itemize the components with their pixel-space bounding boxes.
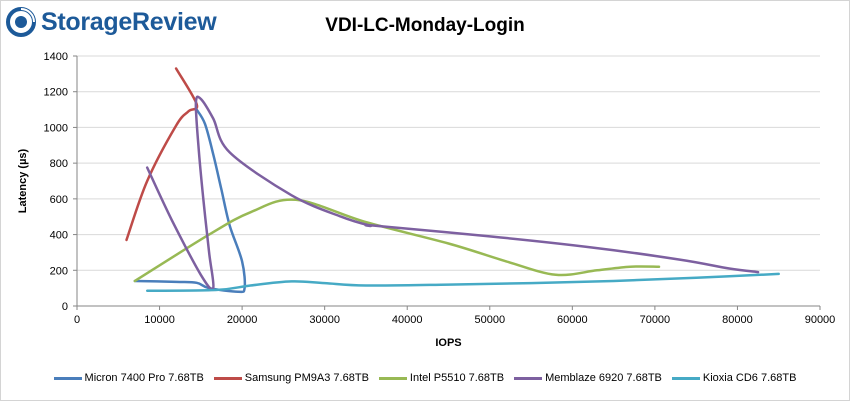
y-tick-label: 0 (62, 301, 68, 313)
x-tick-label: 10000 (144, 314, 175, 326)
y-tick-label: 1400 (44, 51, 68, 63)
storagereview-logo-text: StorageReview (41, 7, 217, 36)
series-line-intel-p5510-7-68tb (133, 198, 661, 283)
x-axis-label: IOPS (435, 337, 461, 349)
series-line-memblaze-6920-7-68tb (145, 95, 760, 291)
y-tick-label: 200 (50, 265, 68, 277)
legend-item-samsung-pm9a3-7-68tb: Samsung PM9A3 7.68TB (213, 372, 369, 384)
y-axis-label: Latency (µs) (17, 148, 29, 213)
x-tick-label: 90000 (805, 314, 836, 326)
y-tick-label: 600 (50, 194, 68, 206)
y-tick-label: 1200 (44, 87, 68, 99)
legend-swatch (514, 376, 543, 380)
x-tick-label: 20000 (227, 314, 258, 326)
storagereview-logo: StorageReview (6, 5, 217, 39)
chart-title: VDI-LC-Monday-Login (325, 15, 525, 36)
x-tick-label: 40000 (392, 314, 423, 326)
x-tick-label: 30000 (309, 314, 340, 326)
legend-swatch (671, 376, 700, 380)
legend-label: Samsung PM9A3 7.68TB (244, 372, 369, 384)
storagereview-logo-icon (6, 7, 36, 37)
x-tick-label: 80000 (722, 314, 753, 326)
x-tick-label: 60000 (557, 314, 588, 326)
y-tick-label: 800 (50, 158, 68, 170)
axes (76, 56, 820, 307)
legend-swatch (53, 376, 82, 380)
legend-item-memblaze-6920-7-68tb: Memblaze 6920 7.68TB (514, 372, 662, 384)
x-axis-ticks: 0 10000 20000 30000 40000 50000 60000 70000 8000… (74, 306, 835, 326)
legend-swatch (213, 376, 242, 380)
legend-item-kioxia-cd6-7-68tb: Kioxia CD6 7.68TB (671, 372, 797, 384)
series-line-micron-7400-pro-7-68tb (133, 108, 247, 294)
legend-label: Intel P5510 7.68TB (409, 372, 505, 384)
series-line-kioxia-cd6-7-68tb (145, 272, 780, 293)
legend-label: Micron 7400 Pro 7.68TB (84, 372, 204, 384)
chart-legend: Micron 7400 Pro 7.68TB Samsung PM9A3 7.68… (0, 372, 850, 384)
series-lines (125, 67, 780, 294)
legend-item-intel-p5510-7-68tb: Intel P5510 7.68TB (378, 372, 505, 384)
x-tick-label: 0 (74, 314, 80, 326)
y-axis-ticks: 0 200 400 600 800 1000 1200 1400 (44, 51, 77, 313)
legend-label: Memblaze 6920 7.68TB (545, 372, 662, 384)
series-line-samsung-pm9a3-7-68tb (125, 67, 199, 242)
x-tick-label: 50000 (474, 314, 505, 326)
legend-item-micron-7400-pro-7-68tb: Micron 7400 Pro 7.68TB (53, 372, 204, 384)
y-tick-label: 400 (50, 230, 68, 242)
y-tick-label: 1000 (44, 122, 68, 134)
legend-swatch (378, 376, 407, 380)
x-tick-label: 70000 (640, 314, 671, 326)
legend-label: Kioxia CD6 7.68TB (702, 372, 797, 384)
